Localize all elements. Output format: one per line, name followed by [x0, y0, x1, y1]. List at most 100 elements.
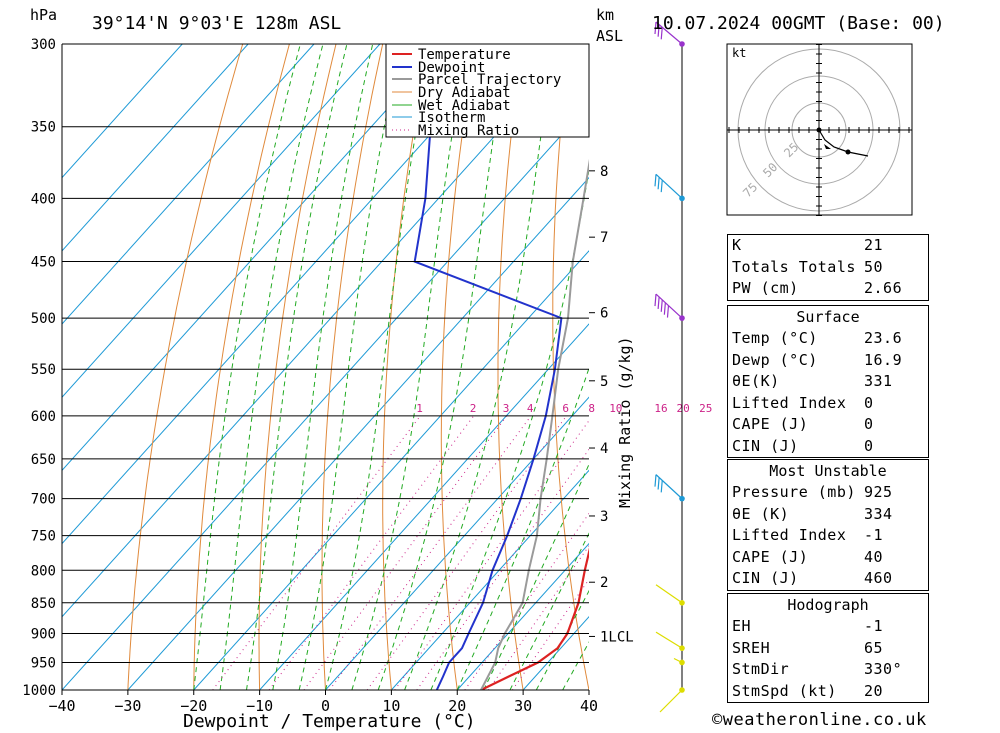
y-tick-label: 500: [31, 311, 56, 327]
row-value: 925: [864, 483, 893, 501]
wet-adiabat-line: [509, 532, 589, 690]
mixing-ratio-label: 4: [527, 402, 534, 415]
wind-barb: [659, 689, 683, 713]
wind-barb-point: [679, 687, 685, 693]
mixing-ratio-line: [487, 544, 589, 690]
isotherm-line: [259, 323, 589, 690]
row-value: 20: [864, 681, 884, 700]
y-tick-label: 1000: [22, 683, 56, 699]
legend-dewpoint: Dewpoint: [418, 60, 485, 76]
row-label: Lifted Index: [732, 393, 847, 412]
wet-adiabat-line: [272, 44, 374, 690]
wind-barb-point: [679, 495, 685, 502]
mixing-ratio-line: [511, 578, 589, 690]
row-value: 40: [864, 547, 884, 566]
y-tick-label: 400: [31, 191, 56, 207]
wet-adiabat-line: [246, 44, 348, 690]
x-tick-label: 10: [382, 697, 400, 715]
x-tick-label: −30: [114, 697, 141, 715]
table-row: Temp (°C) 23.6: [728, 328, 928, 350]
mixing-ratio-line: [366, 415, 567, 690]
height-tick-label: 5: [600, 374, 608, 390]
table-title: Hodograph: [787, 596, 869, 614]
mixing-ratio-label: 20: [677, 402, 690, 415]
temperature-curve: [480, 547, 589, 690]
wind-barb-flag: [657, 177, 660, 190]
table-row: Lifted Index -1: [728, 525, 928, 547]
wind-barb-flag: [657, 24, 660, 37]
row-label: CAPE (J): [732, 547, 809, 566]
isotherm-line: [62, 44, 447, 472]
table-row: θE(K) 331: [728, 371, 928, 393]
mixing-ratio-label: 6: [562, 402, 569, 415]
table-row: CIN (J) 460: [728, 568, 928, 590]
row-label: Temp (°C): [732, 329, 818, 347]
isotherm-line: [62, 103, 589, 690]
wind-barb-flag: [654, 474, 657, 487]
row-value: -1: [864, 526, 884, 544]
wind-barb-flag: [660, 180, 663, 193]
wind-barb: [655, 584, 683, 604]
y-tick-label: 550: [31, 362, 56, 378]
row-label: θE(K): [732, 372, 780, 390]
table-row: Totals Totals 50: [728, 257, 928, 279]
x-tick-label: −40: [48, 697, 75, 715]
wind-barb-flag: [657, 477, 660, 490]
wind-barb-flag: [660, 480, 663, 493]
indices-table: K 21 Totals Totals 50 PW (cm) 2.66: [727, 234, 929, 301]
row-value: 65: [864, 638, 884, 657]
wet-adiabat-line: [193, 44, 301, 690]
km-label: km: [596, 6, 614, 24]
wind-barb-flag: [657, 296, 660, 310]
row-label: K: [732, 236, 742, 254]
row-value: 23.6: [864, 329, 903, 347]
height-tick-label: 8: [600, 164, 608, 180]
row-label: θE (K): [732, 504, 790, 523]
isotherm-line: [62, 44, 381, 398]
location-title: 39°14'N 9°03'E 128m ASL: [92, 13, 341, 34]
height-tick-label: 2: [600, 575, 608, 591]
table-row: StmDir 330°: [728, 659, 928, 681]
legend-isotherm: Isotherm: [418, 110, 485, 126]
row-value: 50: [864, 257, 884, 276]
x-tick-label: 20: [448, 697, 466, 715]
mixing-ratio-label: 10: [609, 402, 622, 415]
hpa-label: hPa: [30, 6, 57, 24]
legend-dry-adiabat: Dry Adiabat: [418, 85, 511, 101]
mixing-ratio-label: 16: [654, 402, 667, 415]
table-title: Most Unstable: [769, 462, 887, 480]
row-label: Pressure (mb): [732, 483, 856, 501]
height-tick-label: 7: [600, 230, 608, 246]
dry-adiabat-line: [193, 44, 290, 690]
row-value: 16.9: [864, 350, 903, 369]
isotherm-line: [325, 396, 589, 690]
hodograph-trace: [818, 129, 869, 157]
height-tick-label: 3: [600, 509, 608, 525]
mixing-ratio-line: [464, 512, 589, 690]
x-tick-label: −20: [180, 697, 207, 715]
mixing-ratio-label: 2: [470, 402, 477, 415]
row-label: CIN (J): [732, 436, 799, 455]
wind-barb: [655, 21, 683, 45]
table-row: EH -1: [728, 616, 928, 638]
y-tick-label: 350: [31, 120, 56, 136]
y-tick-label: 800: [31, 563, 56, 579]
isotherm-line: [62, 44, 315, 325]
mixing-ratio-line: [329, 415, 532, 690]
mixing-ratio-label: 25: [699, 402, 712, 415]
y-tick-label: 600: [31, 409, 56, 425]
row-value: 0: [864, 415, 874, 433]
row-value: 330°: [864, 660, 903, 678]
row-label: StmDir: [732, 660, 790, 678]
table-row: Pressure (mb) 925: [728, 482, 928, 504]
row-label: StmSpd (kt): [732, 681, 837, 700]
isotherm-line: [193, 250, 589, 690]
row-label: CAPE (J): [732, 415, 809, 433]
wind-barb-flag: [654, 21, 657, 35]
hodograph-storm-motion-point: [845, 149, 851, 155]
row-label: Lifted Index: [732, 526, 847, 544]
isotherm-line: [62, 44, 578, 618]
legend: Temperature Dewpoint Parcel Trajectory D…: [385, 43, 590, 139]
